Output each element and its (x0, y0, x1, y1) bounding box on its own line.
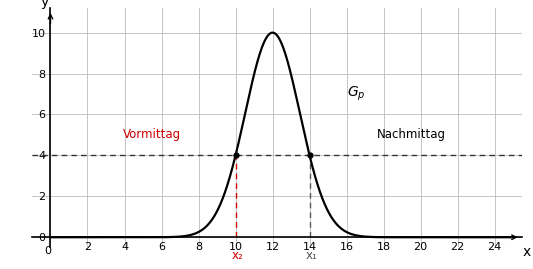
Text: x₁: x₁ (305, 249, 317, 261)
Text: y: y (41, 0, 49, 9)
Text: $G_p$: $G_p$ (346, 85, 365, 103)
Text: Vormittag: Vormittag (123, 128, 181, 141)
Text: Nachmittag: Nachmittag (377, 128, 446, 141)
Text: x₂: x₂ (231, 249, 243, 261)
Text: x: x (522, 245, 530, 259)
Text: 0: 0 (44, 246, 51, 256)
